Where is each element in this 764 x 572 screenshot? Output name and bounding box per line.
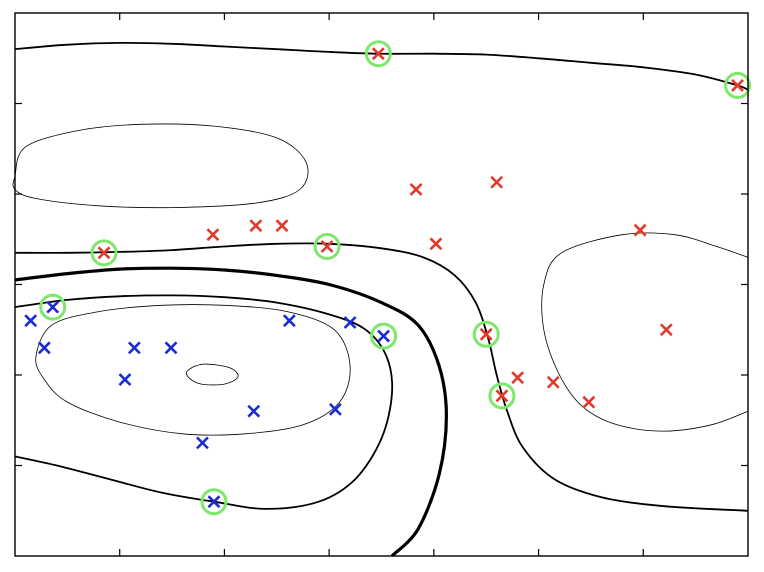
data-point-blue — [377, 329, 391, 343]
data-point-blue — [247, 404, 261, 418]
data-point-red — [490, 175, 504, 189]
support-vector-ring — [90, 239, 118, 267]
support-vector-ring — [370, 322, 398, 350]
contour-layer — [12, 41, 749, 558]
data-point-red — [371, 47, 385, 61]
data-point-red — [249, 219, 263, 233]
support-vector-ring — [39, 293, 67, 321]
data-point-red — [320, 240, 334, 253]
contour-line-inner — [12, 123, 309, 209]
support-vector-ring — [313, 232, 341, 260]
data-point-blue — [127, 341, 141, 355]
data-point-red — [633, 223, 647, 237]
points-layer — [24, 47, 744, 509]
data-point-red — [495, 389, 509, 403]
tick-layer — [15, 13, 748, 556]
plot-frame — [14, 12, 749, 557]
data-point-red — [582, 395, 596, 409]
support-vector-layer — [39, 40, 752, 516]
contour-line-inner — [35, 304, 351, 436]
contour-line-decision-boundary — [14, 266, 448, 558]
data-point-blue — [24, 314, 38, 328]
support-vector-ring — [200, 488, 228, 516]
data-point-red — [429, 237, 443, 251]
data-point-blue — [196, 436, 209, 450]
data-point-red — [659, 323, 673, 337]
data-point-red — [546, 375, 560, 389]
data-point-blue — [46, 300, 60, 314]
data-point-blue — [343, 316, 357, 329]
contour-line-margin — [14, 41, 749, 91]
data-point-blue — [329, 402, 342, 416]
data-point-red — [479, 327, 493, 341]
support-vector-ring — [488, 382, 516, 410]
data-point-red — [409, 183, 423, 196]
data-point-blue — [164, 341, 178, 355]
contour-line-margin — [14, 242, 749, 512]
data-point-blue — [37, 341, 51, 355]
data-point-blue — [282, 314, 296, 328]
data-point-red — [511, 371, 525, 385]
data-point-red — [731, 78, 744, 92]
data-point-red — [206, 228, 220, 242]
contour-line-inner — [541, 232, 749, 432]
contour-line-inner — [186, 363, 239, 386]
support-vector-ring — [724, 71, 752, 99]
contour-line-margin — [14, 294, 394, 510]
data-point-red — [275, 219, 289, 233]
data-point-blue — [118, 373, 132, 386]
data-point-red — [97, 246, 111, 260]
support-vector-ring — [472, 320, 500, 348]
data-point-blue — [207, 495, 221, 509]
support-vector-ring — [364, 40, 392, 68]
